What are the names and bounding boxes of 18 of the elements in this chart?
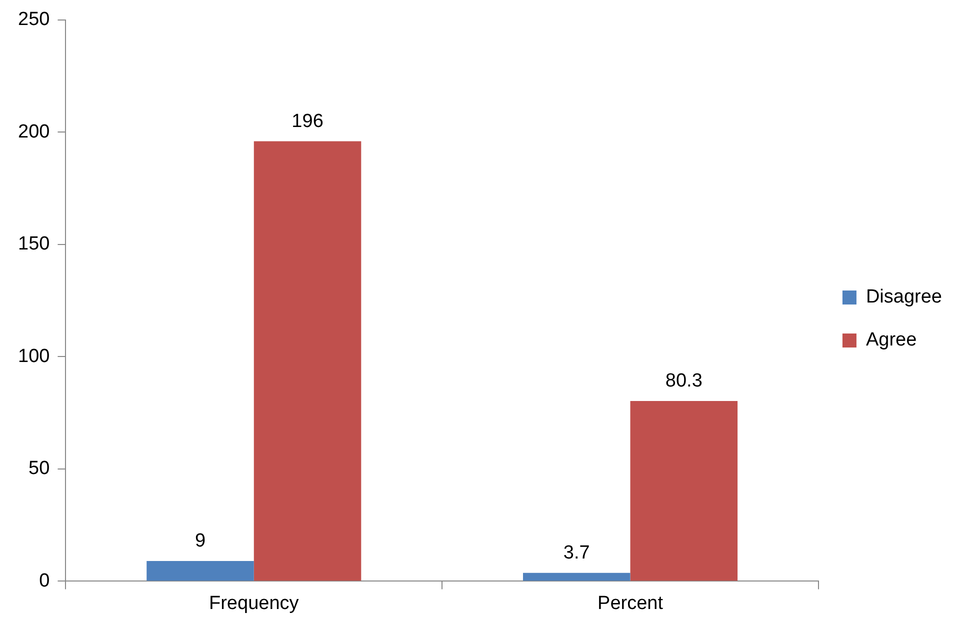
data-label: 3.7 [563, 542, 590, 564]
bar [523, 572, 630, 581]
y-tick-label: 100 [18, 346, 50, 367]
bar [630, 400, 738, 581]
y-tick-label: 200 [18, 121, 50, 142]
data-label: 80.3 [665, 370, 702, 392]
bar [254, 141, 362, 581]
legend-label: Disagree [866, 286, 942, 308]
y-tick-label: 0 [39, 570, 50, 592]
data-label: 9 [194, 530, 206, 552]
y-tick-label: 50 [28, 458, 50, 480]
data-label: 196 [292, 110, 324, 132]
bar [146, 560, 254, 581]
y-tick-label: 250 [18, 9, 50, 30]
legend-label: Agree [866, 330, 917, 351]
x-tick-label: Percent [598, 592, 664, 614]
y-tick-label: 150 [18, 234, 50, 255]
x-tick-label: Frequency [209, 592, 300, 614]
